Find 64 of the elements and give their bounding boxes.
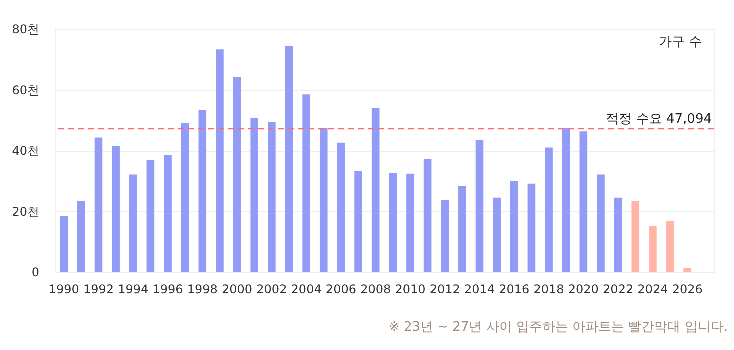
bar — [493, 198, 501, 272]
bar — [78, 202, 86, 272]
bar — [580, 132, 588, 272]
x-tick-label: 2002 — [256, 282, 288, 296]
bar — [60, 216, 68, 272]
y-tick-label: 0 — [32, 266, 40, 280]
bar — [441, 200, 450, 272]
x-tick-label: 2000 — [222, 282, 253, 296]
bar — [372, 108, 380, 272]
bar — [129, 174, 138, 272]
bar — [198, 110, 207, 272]
y-tick-label: 80천 — [12, 22, 40, 36]
x-tick-label: 2010 — [395, 282, 426, 296]
x-tick-label: 2024 — [638, 282, 668, 296]
bar — [354, 171, 362, 272]
bar — [389, 172, 398, 272]
bar — [250, 118, 258, 272]
y-tick-label: 20천 — [12, 204, 40, 219]
text: ※ 23년 ~ 27년 사이 입주하는 아파트는 빨간막대 입니다. — [388, 320, 728, 335]
bar — [649, 226, 657, 272]
y-tick-label: 60천 — [12, 83, 40, 98]
bar — [320, 128, 328, 272]
bar — [562, 128, 570, 272]
bar — [684, 268, 692, 272]
bar — [597, 174, 605, 272]
bar — [510, 181, 518, 272]
bar — [94, 138, 103, 272]
bar — [285, 46, 294, 272]
x-tick-label: 2026 — [672, 282, 703, 296]
bar — [666, 220, 674, 272]
ref-line-label: 적정 수요 47,094 — [606, 112, 712, 127]
bar — [181, 123, 190, 272]
x-tick-label: 2022 — [603, 282, 634, 296]
x-tick-label: 2016 — [499, 282, 530, 296]
x-tick-label: 2020 — [568, 282, 599, 296]
bar — [216, 50, 224, 272]
bar — [545, 148, 553, 272]
bar — [528, 184, 536, 272]
y-tick-label: 40천 — [12, 144, 40, 158]
x-tick-label: 2008 — [360, 282, 392, 296]
bar — [337, 142, 346, 272]
x-tick-label: 2014 — [464, 282, 496, 296]
x-tick-label: 1996 — [152, 282, 184, 296]
x-tick-label: 2018 — [534, 282, 564, 296]
y-axis-title: 가구 수 — [658, 35, 702, 50]
x-tick-label: 1990 — [48, 282, 80, 296]
bar — [233, 76, 242, 272]
bar — [302, 94, 310, 272]
bar — [476, 140, 484, 272]
x-tick-label: 2012 — [430, 282, 460, 296]
bar — [112, 146, 120, 272]
bar — [146, 160, 155, 272]
x-tick-label: 2006 — [326, 282, 356, 296]
x-tick-label: 1992 — [83, 282, 114, 296]
x-tick-label: 2004 — [291, 282, 322, 296]
bar — [406, 174, 414, 272]
bar — [458, 186, 466, 272]
bar — [614, 198, 622, 272]
x-tick-label: 1994 — [118, 282, 149, 296]
bar — [268, 122, 276, 272]
x-tick-label: 1998 — [187, 282, 218, 296]
bar — [632, 202, 640, 272]
bar — [164, 155, 172, 272]
bar — [424, 159, 432, 272]
